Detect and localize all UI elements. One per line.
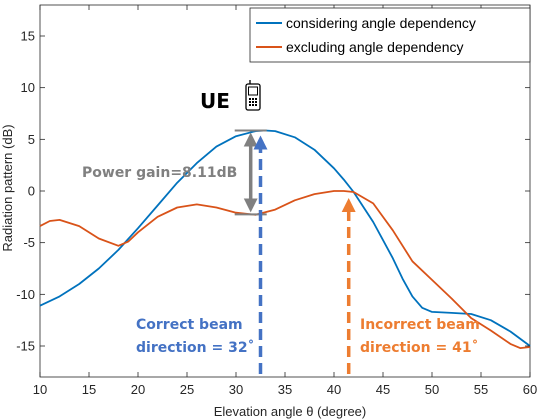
series-line-excluding — [39, 190, 531, 349]
y-tick-label: -10 — [16, 287, 35, 302]
incorrect-beam-label-line2: direction = 41˚ — [360, 339, 479, 356]
correct-beam-label-line1: Correct beam — [136, 317, 243, 333]
y-tick-label: -5 — [23, 235, 35, 250]
x-tick-label: 20 — [131, 382, 145, 397]
y-tick-label: 0 — [28, 184, 35, 199]
power-gain-label: Power gain=8.11dB — [82, 165, 237, 181]
y-tick-label: 15 — [21, 29, 35, 44]
y-tick-label: 5 — [28, 132, 35, 147]
y-tick-label: 10 — [21, 80, 35, 95]
x-tick-label: 15 — [82, 382, 96, 397]
x-tick-label: 40 — [327, 382, 341, 397]
x-tick-label: 30 — [229, 382, 243, 397]
y-tick-label: -15 — [16, 339, 35, 354]
x-tick-label: 55 — [474, 382, 488, 397]
legend: considering angle dependency excluding a… — [249, 7, 531, 63]
legend-entry-considering: considering angle dependency — [286, 15, 476, 31]
legend-entry-excluding: excluding angle dependency — [286, 39, 463, 55]
correct-beam-label-line2: direction = 32˚ — [136, 339, 255, 356]
phone-icon — [245, 80, 261, 111]
x-tick-label: 60 — [523, 382, 537, 397]
ue-label: UE — [200, 89, 230, 113]
series-line-considering — [39, 129, 531, 347]
y-axis-label: Radiation pattern (dB) — [0, 124, 15, 251]
x-tick-label: 10 — [33, 382, 47, 397]
x-tick-label: 25 — [180, 382, 194, 397]
x-axis-label: Elevation angle θ (degree) — [214, 404, 367, 419]
incorrect-beam-label-line1: Incorrect beam — [360, 317, 480, 333]
x-tick-label: 50 — [425, 382, 439, 397]
x-tick-label: 45 — [376, 382, 390, 397]
x-tick-label: 35 — [278, 382, 292, 397]
